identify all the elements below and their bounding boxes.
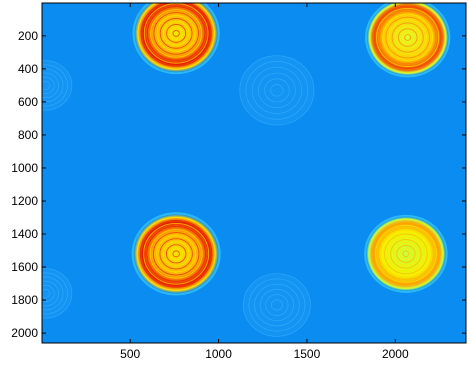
plot-frame — [41, 2, 467, 344]
bright-spot — [132, 3, 220, 75]
x-tick-label: 500 — [120, 347, 140, 361]
y-tick-label: 1200 — [11, 194, 38, 208]
x-axis: 500 1000 1500 2000 — [120, 3, 409, 361]
bright-spot — [131, 212, 221, 296]
y-tick-label: 1000 — [11, 161, 38, 175]
y-tick-label: 2000 — [11, 326, 38, 340]
y-tick-label: 200 — [18, 29, 38, 43]
faint-ring — [42, 268, 73, 319]
x-tick-label: 2000 — [382, 347, 409, 361]
y-tick-label: 800 — [18, 128, 38, 142]
bright-spot — [365, 3, 451, 78]
x-tick-label: 1500 — [294, 347, 321, 361]
y-tick-label: 600 — [18, 95, 38, 109]
heatmap-spots — [42, 3, 451, 337]
faint-ring — [242, 273, 311, 337]
y-axis: 200 400 600 800 1000 1200 1400 1600 1800 2000 — [11, 29, 466, 340]
x-tick-label: 1000 — [205, 347, 232, 361]
faint-ring — [239, 55, 315, 126]
y-tick-label: 1600 — [11, 260, 38, 274]
bright-spot — [364, 214, 448, 293]
y-tick-label: 1400 — [11, 227, 38, 241]
y-tick-label: 1800 — [11, 293, 38, 307]
y-tick-label: 400 — [18, 62, 38, 76]
